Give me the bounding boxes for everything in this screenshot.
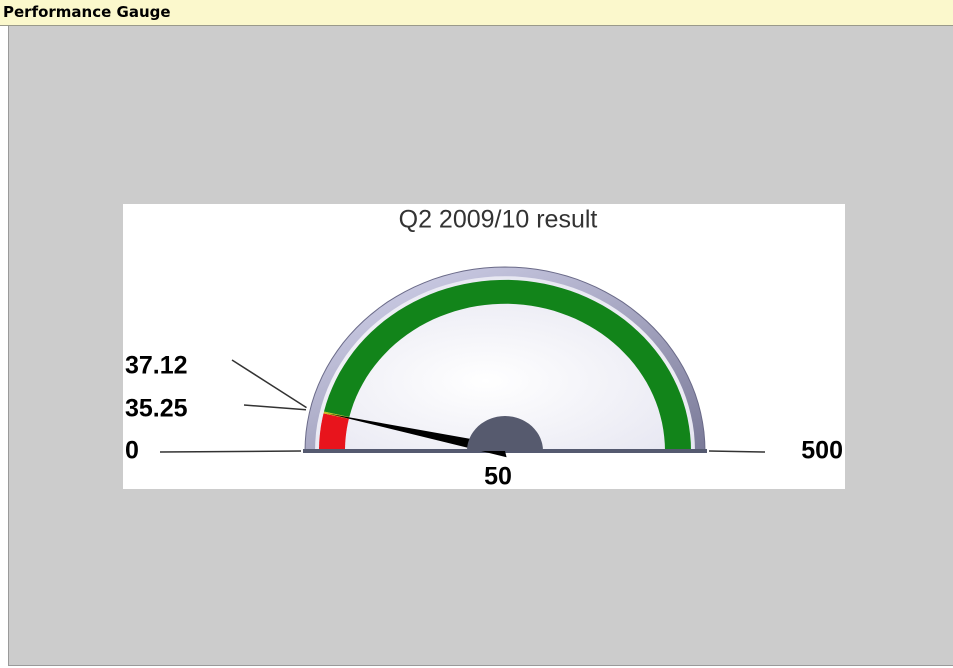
tick-label: 500 — [801, 437, 843, 465]
left-column — [0, 26, 9, 666]
gauge-annotation: 50 — [484, 463, 512, 491]
tick-leader — [243, 404, 307, 411]
chart-title: Q2 2009/10 result — [399, 206, 598, 234]
gauge-hub — [467, 416, 543, 451]
tick-leader — [708, 450, 766, 453]
tick-label: 0 — [125, 437, 139, 465]
needle — [327, 413, 507, 458]
tick-label: 35.25 — [125, 395, 188, 423]
tick-leader — [231, 359, 307, 409]
panel-header: Performance Gauge — [0, 0, 953, 26]
gauge-band — [324, 279, 691, 451]
tick-leader — [159, 450, 302, 453]
gauge-band — [319, 413, 349, 451]
tick-label: 37.12 — [125, 352, 188, 380]
